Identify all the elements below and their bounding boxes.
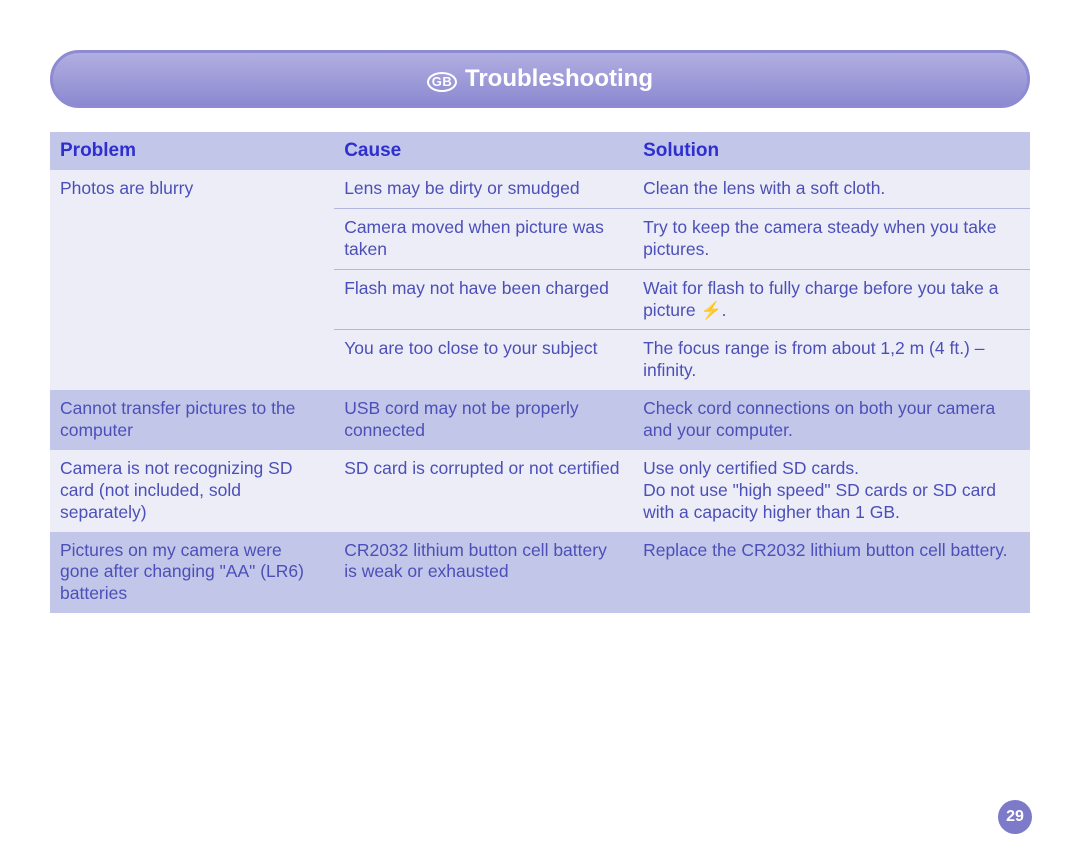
col-header-solution: Solution xyxy=(633,132,1030,170)
cell-problem: Camera is not recognizing SD card (not i… xyxy=(50,450,334,532)
cell-cause: USB cord may not be properly connected xyxy=(334,390,633,450)
col-header-problem: Problem xyxy=(50,132,334,170)
cell-cause: Flash may not have been charged xyxy=(334,269,633,330)
troubleshooting-table: Problem Cause Solution Photos are blurry… xyxy=(50,132,1030,613)
cell-solution: Clean the lens with a soft cloth. xyxy=(633,170,1030,208)
cell-solution-text-b: . xyxy=(722,300,727,320)
cell-solution-line-1: Use only certified SD cards. xyxy=(643,458,1020,480)
table-row: Camera is not recognizing SD card (not i… xyxy=(50,450,1030,532)
cell-solution: Wait for flash to fully charge before yo… xyxy=(633,269,1030,330)
table-row: Cannot transfer pictures to the computer… xyxy=(50,390,1030,450)
col-header-cause: Cause xyxy=(334,132,633,170)
gb-badge-icon: GB xyxy=(427,72,457,92)
table-header-row: Problem Cause Solution xyxy=(50,132,1030,170)
table-row: Pictures on my camera were gone after ch… xyxy=(50,532,1030,614)
page-title: Troubleshooting xyxy=(465,65,653,93)
cell-cause: CR2032 lithium button cell battery is we… xyxy=(334,532,633,614)
cell-solution-line-2: Do not use "high speed" SD cards or SD c… xyxy=(643,480,1020,524)
cell-solution: Use only certified SD cards. Do not use … xyxy=(633,450,1030,532)
cell-solution-text-a: Wait for flash to fully charge before yo… xyxy=(643,278,998,320)
cell-cause: You are too close to your subject xyxy=(334,330,633,390)
table-row: Photos are blurry Lens may be dirty or s… xyxy=(50,170,1030,208)
cell-solution: Check cord connections on both your came… xyxy=(633,390,1030,450)
flash-icon: ⚡ xyxy=(700,301,721,320)
cell-solution: Try to keep the camera steady when you t… xyxy=(633,208,1030,269)
cell-problem: Photos are blurry xyxy=(50,170,334,390)
cell-cause: Camera moved when picture was taken xyxy=(334,208,633,269)
page-number-badge: 29 xyxy=(998,800,1032,834)
cell-problem: Pictures on my camera were gone after ch… xyxy=(50,532,334,614)
title-banner: GB Troubleshooting xyxy=(50,50,1030,108)
cell-problem: Cannot transfer pictures to the computer xyxy=(50,390,334,450)
manual-page: GB Troubleshooting Problem Cause Solutio… xyxy=(0,0,1080,864)
cell-cause: Lens may be dirty or smudged xyxy=(334,170,633,208)
cell-solution: Replace the CR2032 lithium button cell b… xyxy=(633,532,1030,614)
cell-cause: SD card is corrupted or not certified xyxy=(334,450,633,532)
cell-solution: The focus range is from about 1,2 m (4 f… xyxy=(633,330,1030,390)
